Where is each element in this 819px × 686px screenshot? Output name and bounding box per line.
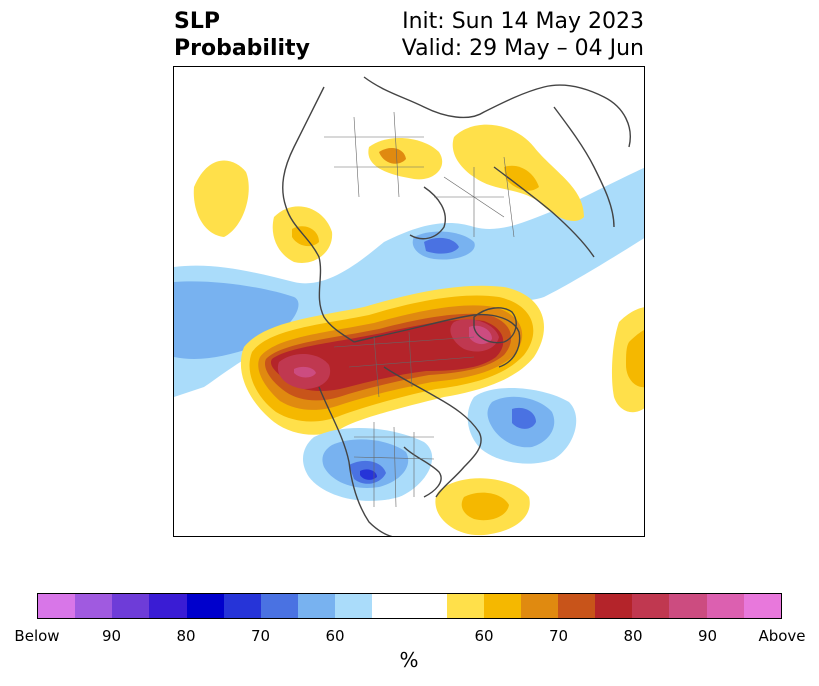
colorbar-segment <box>595 594 633 618</box>
colorbar-tick-label: 90 <box>101 627 122 645</box>
colorbar-segment <box>112 594 150 618</box>
asia-below-deep <box>424 237 459 254</box>
siberia-east-above-core <box>292 226 319 247</box>
colorbar-segment <box>297 594 336 618</box>
colorbar-segment <box>669 594 707 618</box>
siberia-above-core <box>504 165 539 191</box>
colorbar-segment <box>75 594 113 618</box>
colorbar-tick-label: Below <box>14 627 60 645</box>
colorbar-segment <box>446 594 484 618</box>
colorbar-segment <box>632 594 670 618</box>
colorbar-segment <box>483 594 521 618</box>
valid-range: Valid: 29 May – 04 Jun <box>401 36 644 61</box>
colorbar-tick-label: 90 <box>697 627 718 645</box>
colorbar-tick-label: 80 <box>623 627 643 645</box>
arctic-above-core <box>379 147 406 164</box>
gulf-mexico-high <box>461 492 509 521</box>
colorbar-segment <box>260 594 298 618</box>
colorbar-tick-label: 70 <box>250 627 271 645</box>
colorbar-segment <box>706 594 744 618</box>
colorbar-tick-label: 70 <box>548 627 569 645</box>
alaska-above-band <box>193 160 249 237</box>
colorbar-unit-label: % <box>399 648 419 672</box>
colorbar-segment <box>223 594 261 618</box>
colorbar-segment <box>409 594 447 618</box>
colorbar-segment <box>743 594 781 618</box>
us-south-low-deep <box>360 469 377 480</box>
colorbar-segment <box>372 594 410 618</box>
title-left: SLP Probability <box>174 8 310 62</box>
colorbar-tick-label: 60 <box>325 627 345 645</box>
title-product: Probability <box>174 36 310 61</box>
colorbar-segment <box>149 594 187 618</box>
colorbar-tick-label: 60 <box>474 627 494 645</box>
borders <box>324 111 515 508</box>
colorbar-segment <box>335 594 373 618</box>
north-pacific-below-band <box>174 167 644 397</box>
colorbar-tick-label: 80 <box>176 627 196 645</box>
colorbar-segment <box>186 594 224 618</box>
colorbar-segment <box>557 594 596 618</box>
init-date: Init: Sun 14 May 2023 <box>402 9 644 34</box>
pacific-nw-high-peak <box>294 366 316 378</box>
atlantic-low <box>512 407 536 429</box>
colorbar-segment <box>520 594 558 618</box>
probability-map <box>173 66 645 537</box>
west-pacific-above-core <box>626 330 644 388</box>
title-variable: SLP <box>174 9 220 34</box>
colorbar-tick-label: Above <box>758 627 806 645</box>
colorbar <box>37 593 782 619</box>
colorbar-segment <box>38 594 76 618</box>
title-right: Init: Sun 14 May 2023 Valid: 29 May – 04… <box>402 8 644 62</box>
map-canvas <box>174 76 644 536</box>
